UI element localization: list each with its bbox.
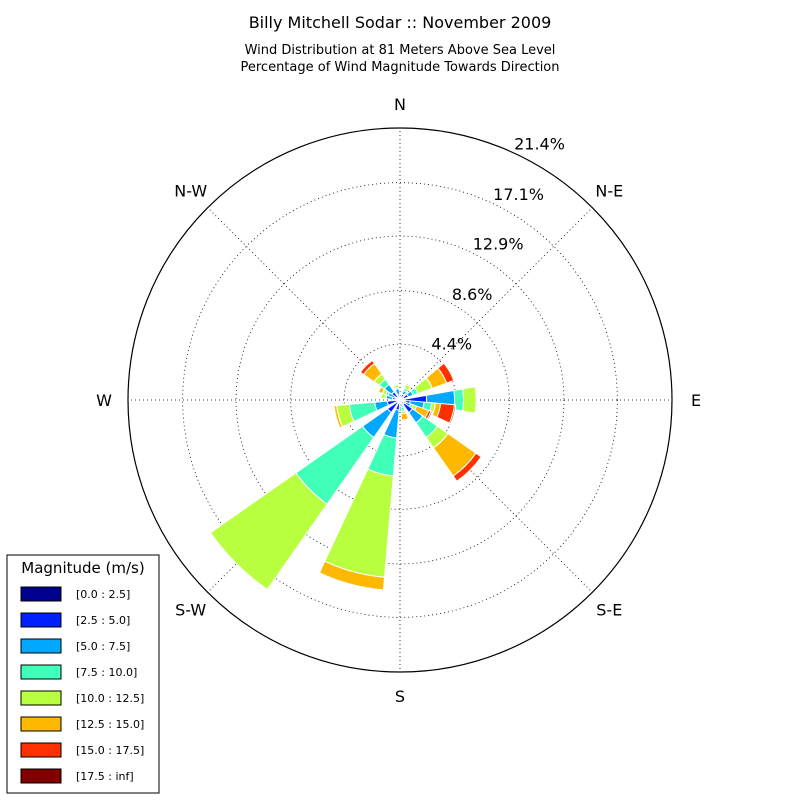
legend-label: [12.5 : 15.0]	[76, 718, 144, 731]
direction-label: N	[394, 95, 406, 114]
wind-bar-segment	[209, 472, 328, 591]
wind-bar-segment	[333, 404, 344, 429]
direction-label: N-E	[595, 182, 623, 201]
radial-tick-label: 12.9%	[473, 235, 524, 254]
grid-ring	[235, 235, 565, 565]
chart-subtitle-line-2: Percentage of Wind Magnitude Towards Dir…	[240, 60, 559, 75]
wind-bar-segment	[359, 359, 376, 376]
legend-swatch	[20, 664, 62, 680]
legend-swatch	[20, 742, 62, 758]
wind-bar-segment	[452, 452, 482, 482]
radial-tick-label: 4.4%	[431, 334, 472, 353]
radial-tick-label: 21.4%	[514, 135, 565, 154]
wind-bar-segment	[462, 386, 477, 414]
axis-labels: N N-E E S-E S S-W W N-W 4.4% 8.6% 12.9% 17.1% 21.4%	[96, 95, 701, 706]
radial-tick-label: 8.6%	[452, 285, 493, 304]
legend-swatch	[20, 768, 62, 784]
radial-tick-label: 17.1%	[493, 185, 544, 204]
legend-label: [7.5 : 10.0]	[76, 666, 137, 679]
grid-ring	[290, 290, 510, 510]
legend-swatch	[20, 612, 62, 628]
direction-label: S	[395, 687, 405, 706]
legend-label: [2.5 : 5.0]	[76, 614, 130, 627]
legend: Magnitude (m/s) [0.0 : 2.5] [2.5 : 5.0] [5…	[6, 554, 160, 794]
wind-bar-segment	[318, 560, 386, 591]
direction-label: E	[691, 391, 701, 410]
legend-label: [0.0 : 2.5]	[76, 588, 130, 601]
grid-spoke	[399, 399, 593, 593]
chart-title: Billy Mitchell Sodar :: November 2009	[249, 13, 552, 32]
polar-grid	[127, 127, 673, 673]
legend-swatch	[20, 716, 62, 732]
direction-label: S-W	[175, 600, 206, 619]
wind-bar-segment	[392, 384, 400, 390]
grid-spoke	[399, 207, 593, 401]
legend-label: [10.0 : 12.5]	[76, 692, 144, 705]
legend-label: [17.5 : inf]	[76, 770, 134, 783]
outer-ring	[127, 127, 673, 673]
legend-swatch	[20, 638, 62, 654]
wind-bar-segment	[448, 404, 457, 425]
grid-ring	[182, 182, 618, 618]
direction-label: W	[96, 391, 112, 410]
wind-bar-segment	[437, 362, 455, 384]
wind-bar-segment	[400, 412, 410, 421]
chart-subtitle-line-1: Wind Distribution at 81 Meters Above Sea…	[245, 43, 556, 58]
direction-label: S-E	[596, 600, 622, 619]
grid-spoke	[207, 207, 401, 401]
wind-bar-segment	[367, 433, 398, 477]
legend-label: [15.0 : 17.5]	[76, 744, 144, 757]
wind-bars	[209, 359, 482, 591]
legend-swatch	[20, 690, 62, 706]
direction-label: N-W	[174, 182, 207, 201]
legend-swatch	[20, 586, 62, 602]
wind-bar-segment	[405, 382, 413, 389]
legend-title: Magnitude (m/s)	[21, 559, 144, 577]
legend-label: [5.0 : 7.5]	[76, 640, 130, 653]
